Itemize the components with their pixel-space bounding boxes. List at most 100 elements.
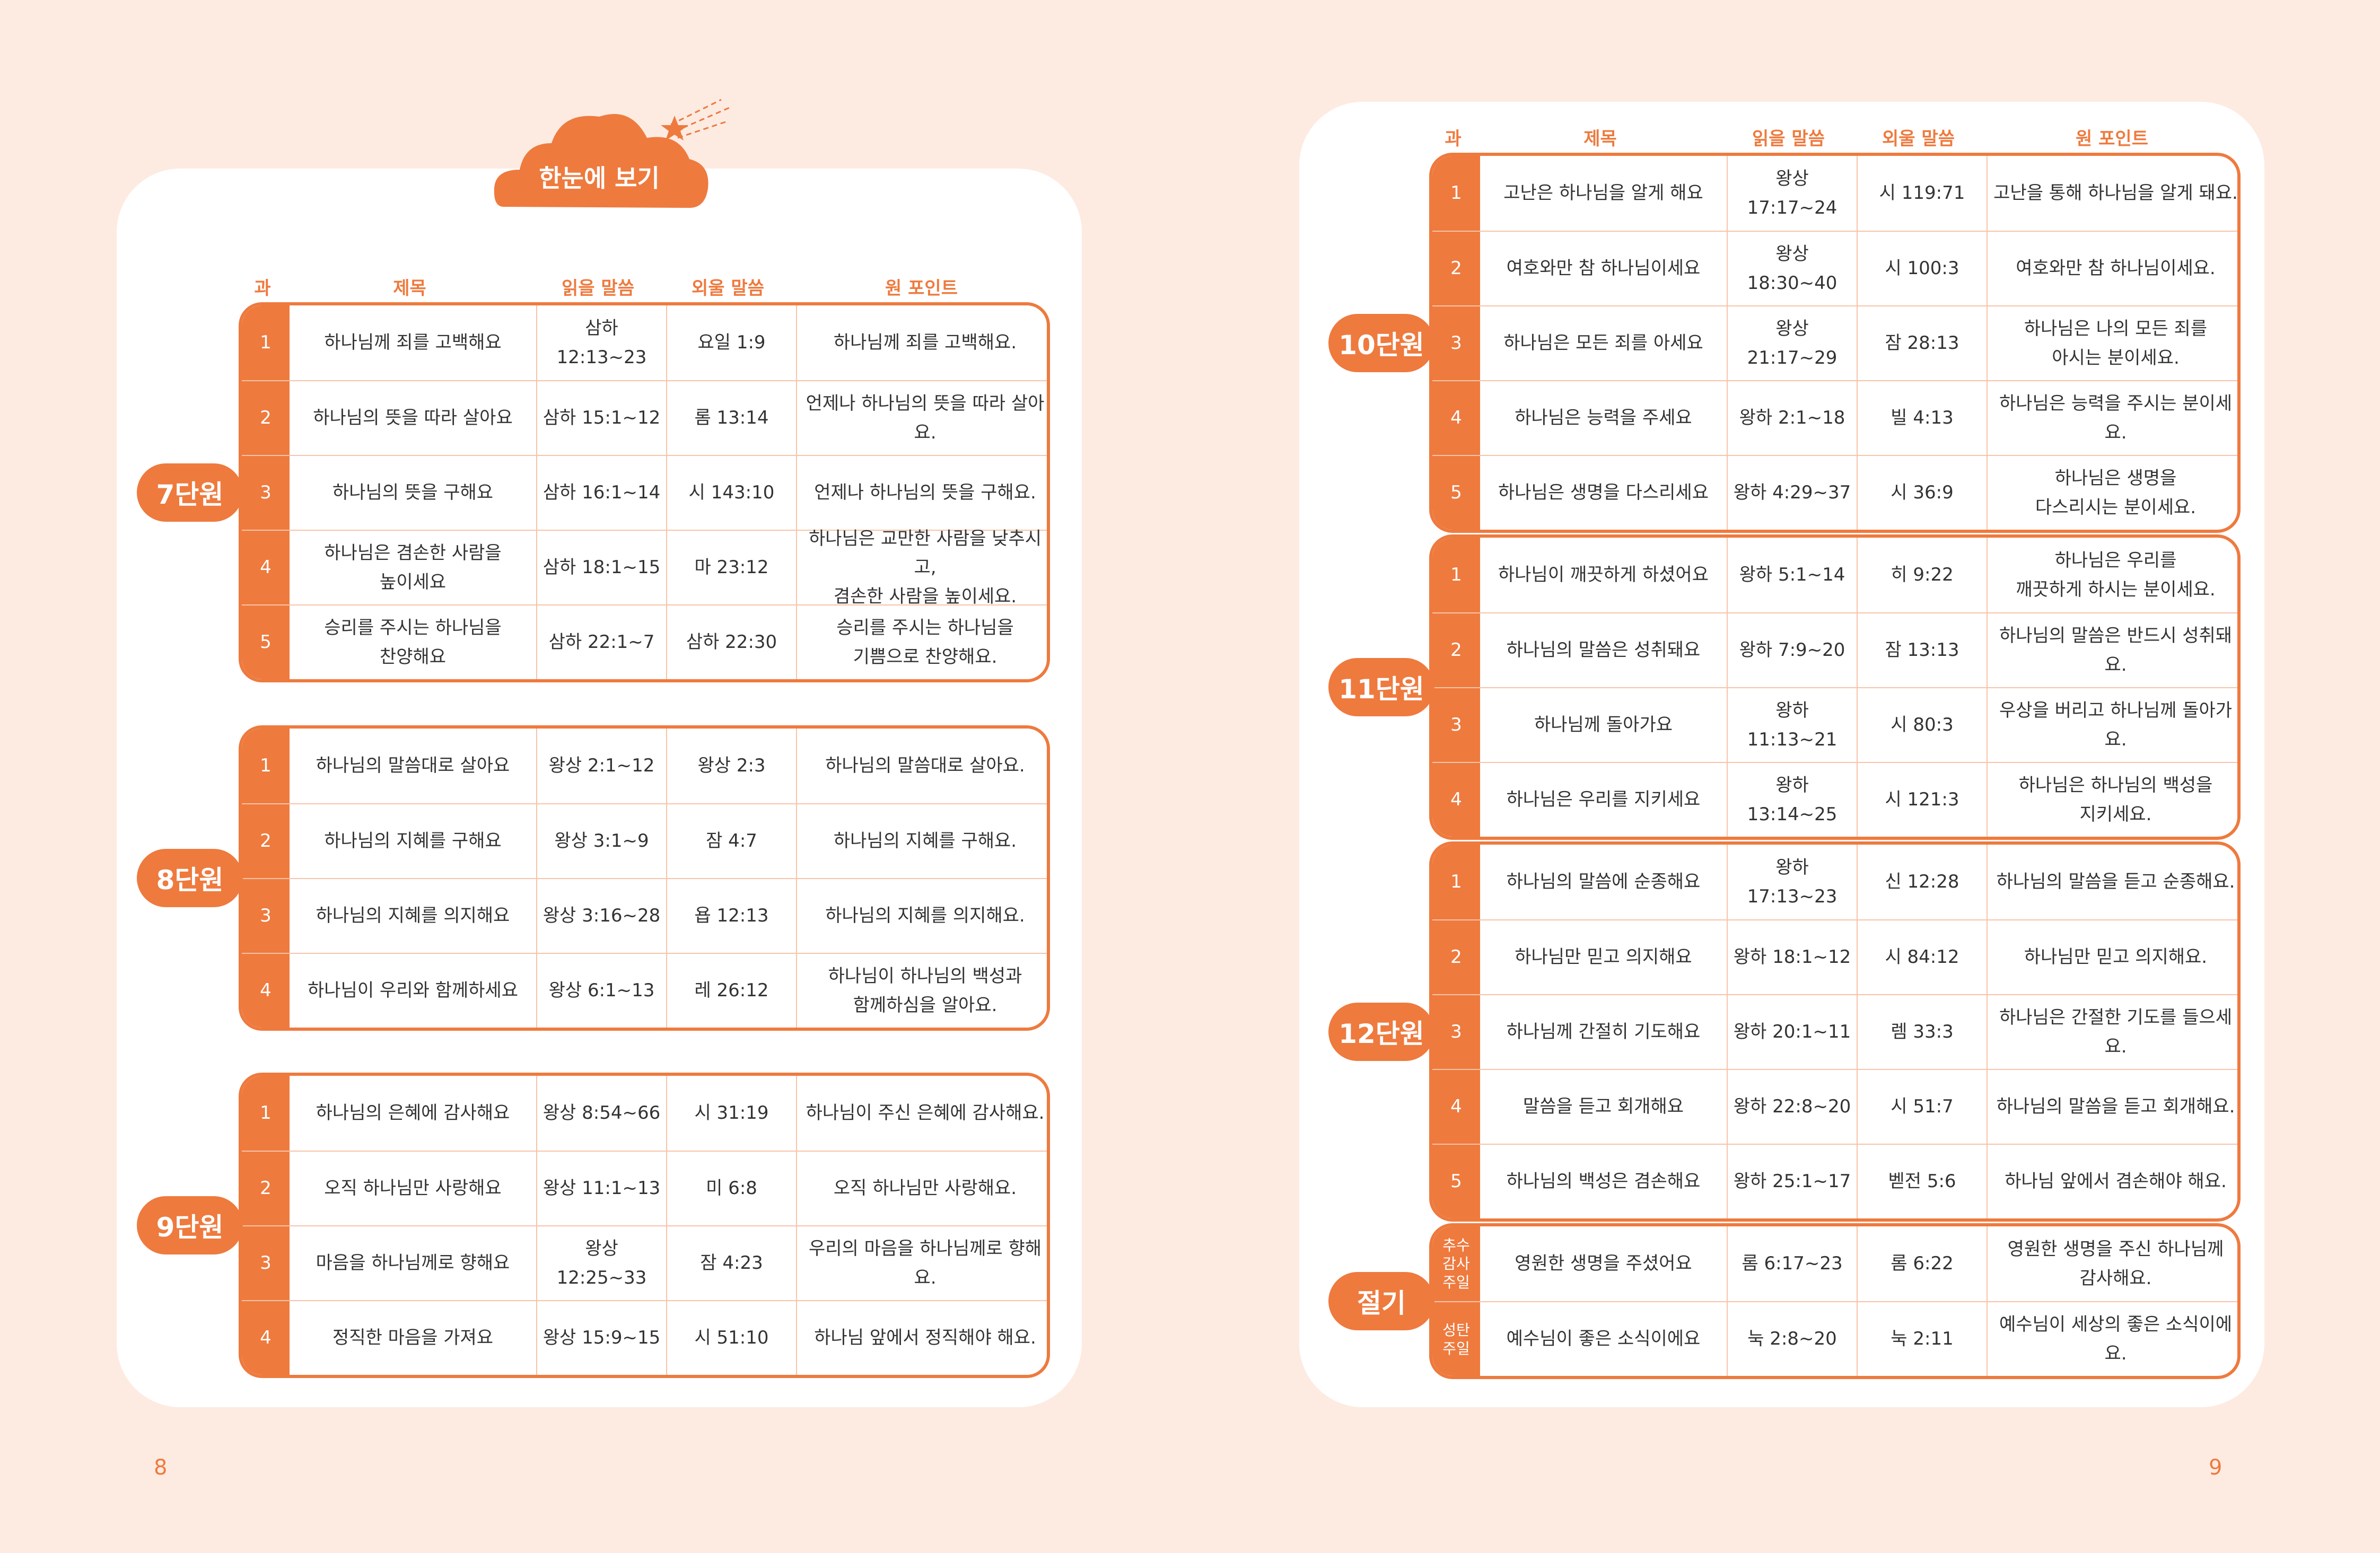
lesson-number: 1 <box>1450 564 1462 586</box>
lesson-number: 2 <box>260 1178 272 1199</box>
lesson-number: 1 <box>260 755 272 777</box>
table-row: 1 하나님의 말씀에 순종해요 왕하 17:13~23 신 12:28 하나님의 말씀을… <box>1432 845 2237 919</box>
table-row: 3 하나님의 지혜를 의지해요 왕상 3:16~28 욥 12:13 하나님의 지혜를 … <box>242 878 1047 953</box>
cell-point: 하나님은 능력을 주시는 분이세요. <box>1987 381 2237 455</box>
cell-title: 영원한 생명을 주셨어요 <box>1515 1253 1692 1275</box>
cell-memory: 눅 2:11 <box>1857 1302 1987 1376</box>
cell-title: 하나님의 말씀은 성취돼요 <box>1506 639 1701 661</box>
cell-reading: 왕상 21:17~29 <box>1727 306 1857 380</box>
cell-memory: 잠 4:23 <box>666 1226 796 1300</box>
cell-title: 예수님이 좋은 소식이에요 <box>1506 1328 1701 1350</box>
cell-memory: 삼하 22:30 <box>666 606 796 679</box>
cell-memory: 시 100:3 <box>1857 232 1987 305</box>
header-point: 원 포인트 <box>885 277 958 299</box>
cell-reading: 왕상 3:1~9 <box>536 804 666 878</box>
cell-memory: 요일 1:9 <box>666 305 796 380</box>
lesson-number: 4 <box>260 1327 272 1349</box>
table-row: 4 하나님은 능력을 주세요 왕하 2:1~18 빌 4:13 하나님은 능력을 주시는… <box>1432 380 2237 455</box>
right-table-header: 과 제목 읽을 말씀 외울 말씀 원 포인트 <box>1429 124 2241 150</box>
lesson-number: 2 <box>1450 946 1462 968</box>
cell-reading: 왕상 15:9~15 <box>536 1301 666 1375</box>
header-title: 제목 <box>393 277 426 299</box>
lesson-number: 4 <box>1450 789 1462 811</box>
table-row: 1 하나님께 죄를 고백해요 삼하 12:13~23 요일 1:9 하나님께 죄를 고백… <box>242 305 1047 380</box>
unit-table: 1 하나님의 은혜에 감사해요 왕상 8:54~66 시 31:19 하나님이 주신 은… <box>239 1073 1050 1378</box>
lesson-number: 5 <box>260 631 272 653</box>
cell-memory: 시 121:3 <box>1857 763 1987 837</box>
header-reading: 읽을 말씀 <box>1752 128 1825 150</box>
lesson-number: 1 <box>260 1102 272 1124</box>
cell-memory: 빌 4:13 <box>1857 381 1987 455</box>
cell-title: 하나님은 겸손한 사람을 높이세요 <box>324 542 502 593</box>
cell-title: 승리를 주시는 하나님을 찬양해요 <box>324 617 502 668</box>
cell-point: 하나님의 말씀은 반드시 성취돼요. <box>1987 613 2237 687</box>
cell-title: 하나님께 죄를 고백해요 <box>324 332 502 354</box>
lesson-number: 3 <box>1450 714 1462 736</box>
table-row: 2 하나님의 지혜를 구해요 왕상 3:1~9 잠 4:7 하나님의 지혜를 구해요. <box>242 803 1047 878</box>
cell-point: 오직 하나님만 사랑해요. <box>796 1152 1047 1225</box>
table-row: 1 하나님의 말씀대로 살아요 왕상 2:1~12 왕상 2:3 하나님의 말씀대로 살… <box>242 729 1047 803</box>
cell-point: 승리를 주시는 하나님을 기쁨으로 찬양해요. <box>796 606 1047 679</box>
cell-memory: 시 143:10 <box>666 456 796 530</box>
cell-memory: 시 80:3 <box>1857 688 1987 762</box>
cell-reading: 왕상 17:17~24 <box>1727 156 1857 231</box>
table-row: 5 승리를 주시는 하나님을 찬양해요 삼하 22:1~7 삼하 22:30 승리를 주… <box>242 604 1047 679</box>
cell-memory: 렘 33:3 <box>1857 995 1987 1069</box>
table-row: 1 하나님이 깨끗하게 하셨어요 왕하 5:1~14 히 9:22 하나님은 우리를 깨… <box>1432 538 2237 612</box>
cell-memory: 잠 4:7 <box>666 804 796 878</box>
lesson-number: 성탄 주일 <box>1442 1321 1470 1357</box>
cell-point: 우상을 버리고 하나님께 돌아가요. <box>1987 688 2237 762</box>
cell-title: 하나님의 뜻을 따라 살아요 <box>313 407 513 429</box>
cell-memory: 레 26:12 <box>666 954 796 1028</box>
cell-memory: 시 119:71 <box>1857 156 1987 231</box>
cell-reading: 왕하 13:14~25 <box>1727 763 1857 837</box>
cell-point: 하나님의 말씀대로 살아요. <box>796 729 1047 803</box>
cell-point: 하나님께 죄를 고백해요. <box>796 305 1047 380</box>
cell-reading: 왕하 22:8~20 <box>1727 1070 1857 1144</box>
table-row: 2 하나님만 믿고 의지해요 왕하 18:1~12 시 84:12 하나님만 믿고 의지… <box>1432 919 2237 994</box>
lesson-number: 3 <box>260 1252 272 1274</box>
lesson-number: 4 <box>260 980 272 1002</box>
lesson-number: 3 <box>260 482 272 504</box>
cell-point: 하나님은 생명을 다스리시는 분이세요. <box>1987 456 2237 530</box>
unit-table: 1 하나님께 죄를 고백해요 삼하 12:13~23 요일 1:9 하나님께 죄를 고백… <box>239 302 1050 682</box>
cell-title: 하나님이 깨끗하게 하셨어요 <box>1498 564 1709 586</box>
table-row: 1 하나님의 은혜에 감사해요 왕상 8:54~66 시 31:19 하나님이 주신 은… <box>242 1076 1047 1151</box>
cell-point: 하나님은 교만한 사람을 낮추시고, 겸손한 사람을 높이세요. <box>796 528 1047 607</box>
header-reading: 읽을 말씀 <box>562 277 634 299</box>
table-row: 추수 감사 주일 영원한 생명을 주셨어요 롬 6:17~23 롬 6:22 영원한 생… <box>1432 1226 2237 1301</box>
table-row: 3 하나님은 모든 죄를 아세요 왕상 21:17~29 잠 28:13 하나님은 나의… <box>1432 305 2237 380</box>
unit-label: 8단원 <box>137 849 243 907</box>
table-row: 4 말씀을 듣고 회개해요 왕하 22:8~20 시 51:7 하나님의 말씀을 듣고 … <box>1432 1069 2237 1144</box>
cell-title: 고난은 하나님을 알게 해요 <box>1503 182 1703 204</box>
lesson-number: 2 <box>260 830 272 852</box>
cell-memory: 시 84:12 <box>1857 920 1987 994</box>
unit-table: 1 하나님의 말씀에 순종해요 왕하 17:13~23 신 12:28 하나님의 말씀을… <box>1429 841 2241 1222</box>
lesson-number: 추수 감사 주일 <box>1442 1236 1470 1291</box>
cell-title: 하나님이 우리와 함께하세요 <box>308 980 518 1002</box>
cell-point: 하나님은 우리를 깨끗하게 하시는 분이세요. <box>1987 538 2237 612</box>
lesson-number: 2 <box>260 407 272 429</box>
header-memory: 외울 말씀 <box>692 277 764 299</box>
unit-table: 1 하나님이 깨끗하게 하셨어요 왕하 5:1~14 히 9:22 하나님은 우리를 깨… <box>1429 534 2241 840</box>
cell-reading: 왕하 11:13~21 <box>1727 688 1857 762</box>
cell-reading: 삼하 12:13~23 <box>536 305 666 380</box>
cell-title: 하나님만 믿고 의지해요 <box>1515 946 1692 968</box>
cell-point: 하나님은 간절한 기도를 들으세요. <box>1987 995 2237 1069</box>
cell-point: 영원한 생명을 주신 하나님께 감사해요. <box>1987 1226 2237 1301</box>
lesson-number: 4 <box>1450 407 1462 429</box>
unit-table: 1 고난은 하나님을 알게 해요 왕상 17:17~24 시 119:71 고난을 통해… <box>1429 153 2241 533</box>
cell-reading: 왕상 8:54~66 <box>536 1076 666 1151</box>
cell-reading: 왕상 18:30~40 <box>1727 232 1857 305</box>
cell-point: 하나님 앞에서 정직해야 해요. <box>796 1301 1047 1375</box>
badge-title: 한눈에 보기 <box>539 164 660 192</box>
lesson-number: 1 <box>260 332 272 354</box>
table-row: 5 하나님의 백성은 겸손해요 왕하 25:1~17 벧전 5:6 하나님 앞에서 겸손… <box>1432 1144 2237 1218</box>
cell-memory: 시 51:10 <box>666 1301 796 1375</box>
unit-label: 10단원 <box>1328 313 1434 372</box>
cell-reading: 삼하 16:1~14 <box>536 456 666 530</box>
cell-point: 하나님의 말씀을 듣고 회개해요. <box>1987 1070 2237 1144</box>
lesson-number-column <box>1432 156 1480 530</box>
cell-title: 하나님은 우리를 지키세요 <box>1506 789 1701 811</box>
lesson-number: 5 <box>1450 1171 1462 1192</box>
